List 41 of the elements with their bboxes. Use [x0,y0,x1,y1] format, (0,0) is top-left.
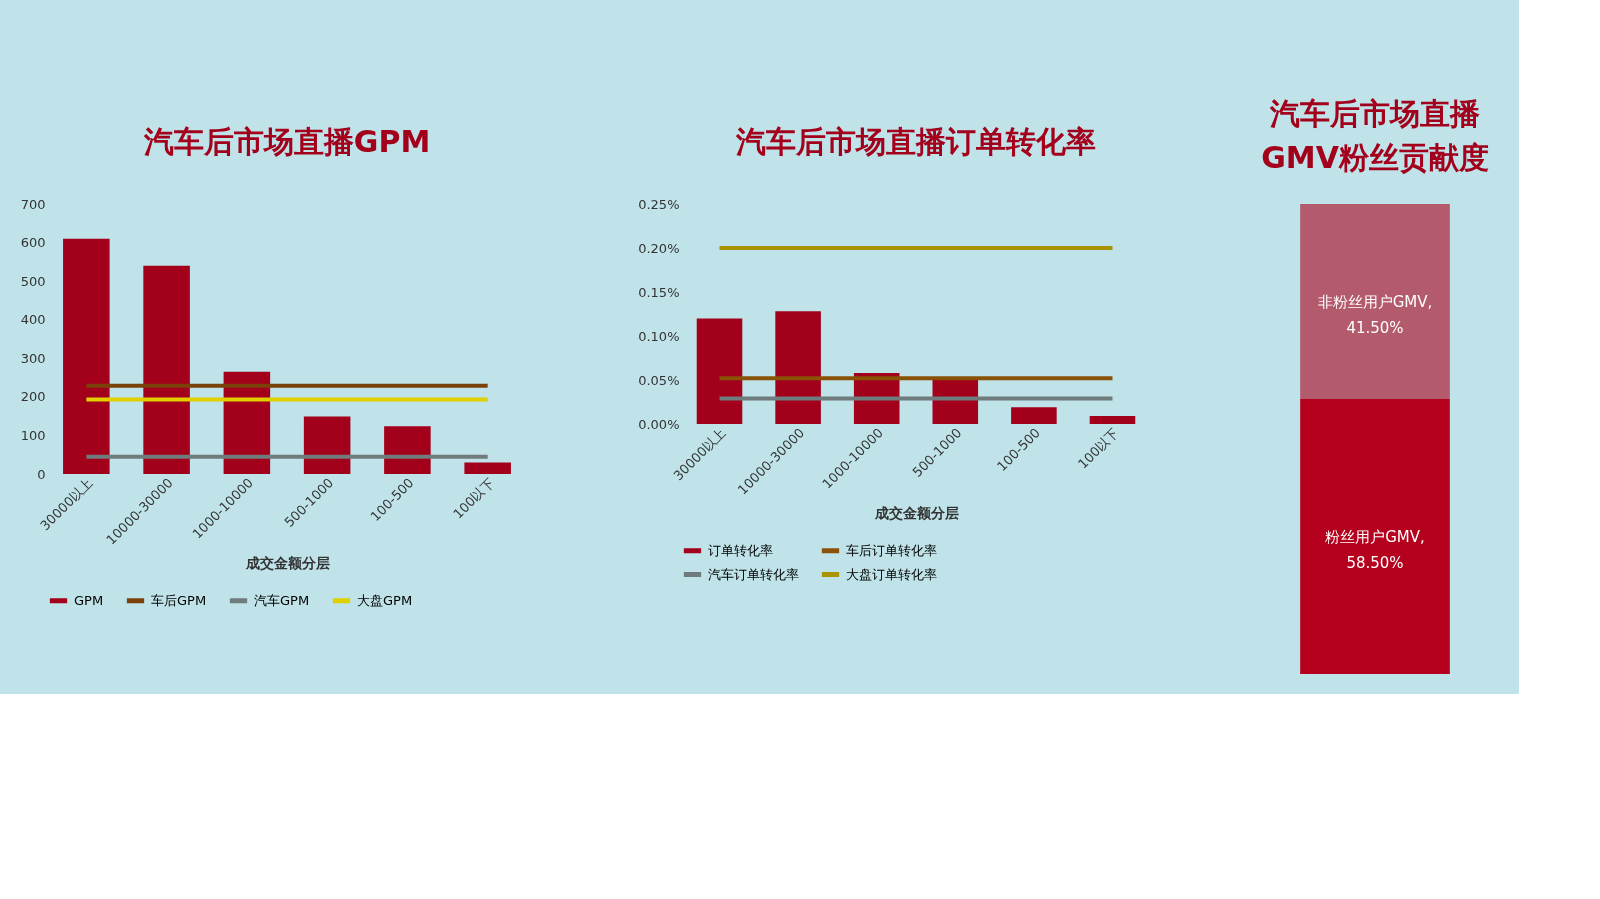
y-tick-label: 500 [20,273,46,289]
bar [696,318,743,424]
y-tick-label: 0 [37,466,46,482]
legend-label: 大盘订单转化率 [846,566,937,582]
y-tick-label: 200 [20,389,46,405]
x-axis-title: 成交金额分层 [244,555,330,572]
y-tick-label: 300 [20,350,46,366]
x-axis-title: 成交金额分层 [873,505,959,522]
chart-title: 汽车后市场直播订单转化率 [735,124,1096,159]
y-tick-label: 600 [20,235,46,251]
chart-title: 汽车后市场直播GMV粉丝贡献度 [1261,96,1489,175]
y-tick-label: 100 [20,427,46,443]
data-label: 粉丝用户GMV, 58.50% [1325,527,1425,572]
y-tick-label: 0.25% [638,196,680,212]
legend-label: GPM [74,592,104,608]
legend-label: 订单转化率 [708,542,773,558]
chart-title: 汽车后市场直播GPM [142,124,431,159]
y-tick-label: 0.00% [638,416,680,432]
legend-label: 汽车GPM [254,592,310,608]
y-tick-label: 0.15% [638,284,680,300]
legend-label: 汽车订单转化率 [708,566,799,582]
bar [63,238,110,474]
legend-label: 车后GPM [151,592,207,608]
y-tick-label: 400 [20,312,46,328]
y-tick-label: 0.10% [638,328,680,344]
y-tick-label: 0.20% [638,240,680,256]
x-tick-label: 100以下 [1075,425,1122,472]
y-tick-label: 700 [20,196,46,212]
bar [775,311,821,424]
y-tick-label: 0.05% [638,372,680,388]
bar [1089,416,1136,424]
bar [464,462,511,474]
bar [303,416,351,474]
bar [143,265,190,474]
bar [1011,407,1057,424]
data-label: 非粉丝用户GMV, 41.50% [1317,292,1433,337]
bar [384,426,431,474]
legend-label: 大盘GPM [357,592,413,608]
legend-label: 车后订单转化率 [846,542,937,558]
x-tick-label: 100以下 [450,475,497,522]
bar [932,380,979,424]
